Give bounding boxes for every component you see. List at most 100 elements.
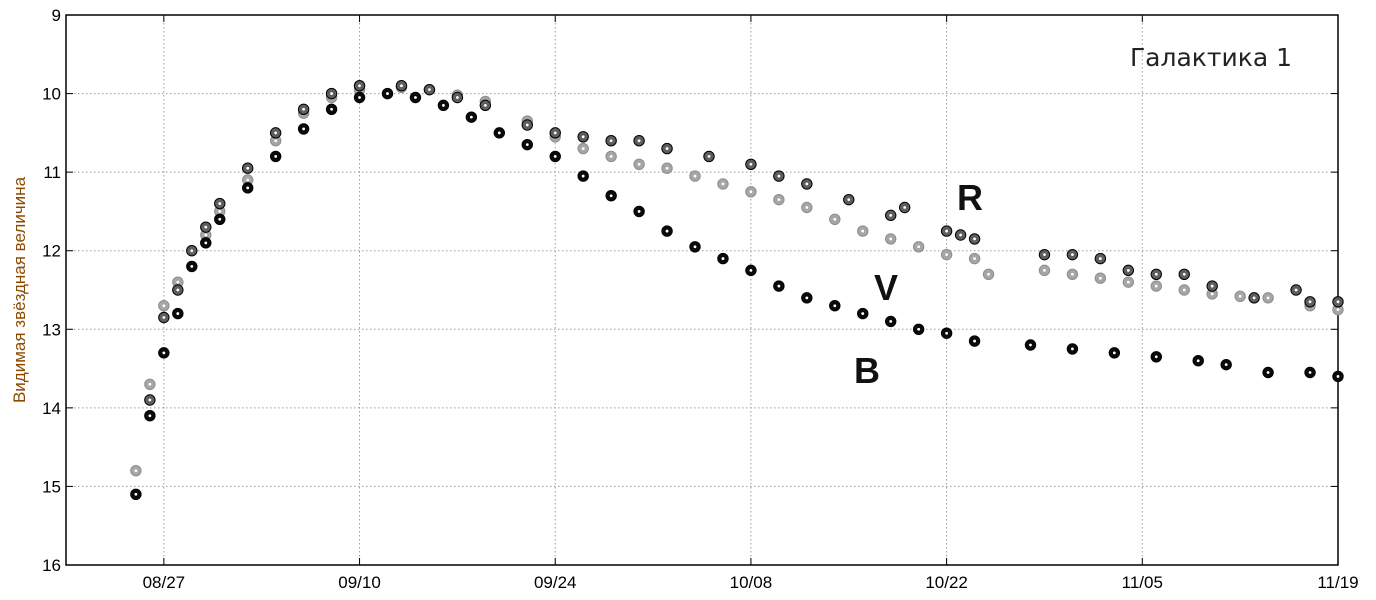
data-point-center <box>497 131 501 135</box>
data-point-center <box>204 225 208 229</box>
data-point-center <box>162 304 166 308</box>
data-point-center <box>1336 300 1340 304</box>
data-point-center <box>358 96 361 99</box>
data-point-center <box>581 147 585 150</box>
data-point-center <box>134 469 138 473</box>
data-point-center <box>861 229 865 233</box>
y-tick-label: 10 <box>42 85 61 104</box>
data-point-center <box>1336 375 1340 378</box>
data-point-center <box>204 233 208 237</box>
series-b <box>130 87 1344 500</box>
x-tick-label: 10/08 <box>730 573 773 592</box>
data-point-center <box>777 198 781 202</box>
y-tick-label: 16 <box>42 556 61 575</box>
data-point-center <box>959 233 962 237</box>
series-label-b: B <box>854 350 880 391</box>
data-point-center <box>1182 272 1186 276</box>
data-point-center <box>1154 355 1158 359</box>
data-point-center <box>274 131 278 135</box>
data-point-center <box>665 229 669 233</box>
data-point-center <box>777 174 781 178</box>
data-point-center <box>330 92 333 95</box>
data-point-center <box>805 206 809 209</box>
data-point-center <box>176 280 180 284</box>
data-point-center <box>386 92 389 95</box>
y-tick-label: 11 <box>43 163 61 182</box>
data-point-center <box>162 351 166 355</box>
data-point-center <box>973 257 976 260</box>
data-point-center <box>973 237 976 241</box>
data-point-center <box>749 162 753 166</box>
data-point-center <box>1043 268 1046 272</box>
data-point-center <box>134 492 138 496</box>
data-point-center <box>330 107 333 111</box>
x-axis: 08/27 09/10 09/24 10/08 10/22 11/05 11/19 <box>143 15 1359 592</box>
data-point-center <box>721 257 725 260</box>
series-v <box>144 80 1344 406</box>
data-point-center <box>1308 371 1312 374</box>
data-point-center <box>693 174 697 178</box>
data-point-center <box>246 166 250 170</box>
data-points <box>130 80 1344 500</box>
data-point-center <box>218 217 222 221</box>
data-point-center <box>176 312 180 315</box>
data-point-center <box>148 398 152 402</box>
data-point-center <box>1196 359 1200 363</box>
data-point-center <box>889 320 893 323</box>
data-point-center <box>1098 276 1102 280</box>
data-point-center <box>609 194 613 198</box>
data-point-center <box>1071 272 1074 276</box>
data-point-center <box>455 96 459 99</box>
data-point-center <box>218 210 222 213</box>
data-point-center <box>1098 257 1102 260</box>
data-point-center <box>707 155 711 158</box>
data-point-center <box>903 206 907 209</box>
data-point-center <box>917 245 921 249</box>
data-point-center <box>861 312 865 315</box>
data-point-center <box>889 213 893 217</box>
data-point-center <box>428 88 431 92</box>
data-point-center <box>1112 351 1116 355</box>
data-point-center <box>1043 253 1046 257</box>
data-point-center <box>1154 284 1158 288</box>
data-point-center <box>749 190 753 194</box>
data-point-center <box>483 103 487 107</box>
y-axis-label: Видимая звёздная величина <box>10 176 29 403</box>
data-point-center <box>1210 284 1214 288</box>
data-point-center <box>469 115 473 119</box>
data-point-center <box>945 253 949 257</box>
grid <box>66 15 1338 565</box>
data-point-center <box>553 131 557 135</box>
x-tick-label: 11/19 <box>1317 573 1358 592</box>
data-point-center <box>665 147 669 150</box>
data-point-center <box>525 143 529 147</box>
data-point-center <box>847 198 851 202</box>
data-point-center <box>693 245 697 249</box>
y-tick-label: 12 <box>42 242 61 261</box>
data-point-center <box>1071 253 1074 257</box>
data-point-center <box>302 127 306 131</box>
data-point-center <box>162 316 166 319</box>
data-point-center <box>1210 292 1214 296</box>
plot-area <box>65 14 1339 566</box>
data-point-center <box>1126 268 1130 272</box>
data-point-center <box>148 414 152 418</box>
data-point-center <box>1126 280 1130 284</box>
galaxy-label: Галактика 1 <box>1130 43 1292 72</box>
series-label-r: R <box>957 177 983 218</box>
data-point-center <box>749 268 753 272</box>
x-tick-label: 09/24 <box>534 573 577 592</box>
data-point-center <box>1266 296 1270 300</box>
data-point-center <box>777 284 781 288</box>
data-point-center <box>1154 272 1158 276</box>
data-point-center <box>889 237 893 241</box>
data-point-center <box>190 265 194 268</box>
data-point-center <box>637 162 641 166</box>
data-point-center <box>609 139 613 143</box>
data-point-center <box>302 107 306 111</box>
data-point-center <box>581 135 585 139</box>
data-point-center <box>358 84 361 88</box>
data-point-center <box>246 178 250 182</box>
x-tick-label: 10/22 <box>925 573 968 592</box>
data-point-center <box>525 123 529 127</box>
